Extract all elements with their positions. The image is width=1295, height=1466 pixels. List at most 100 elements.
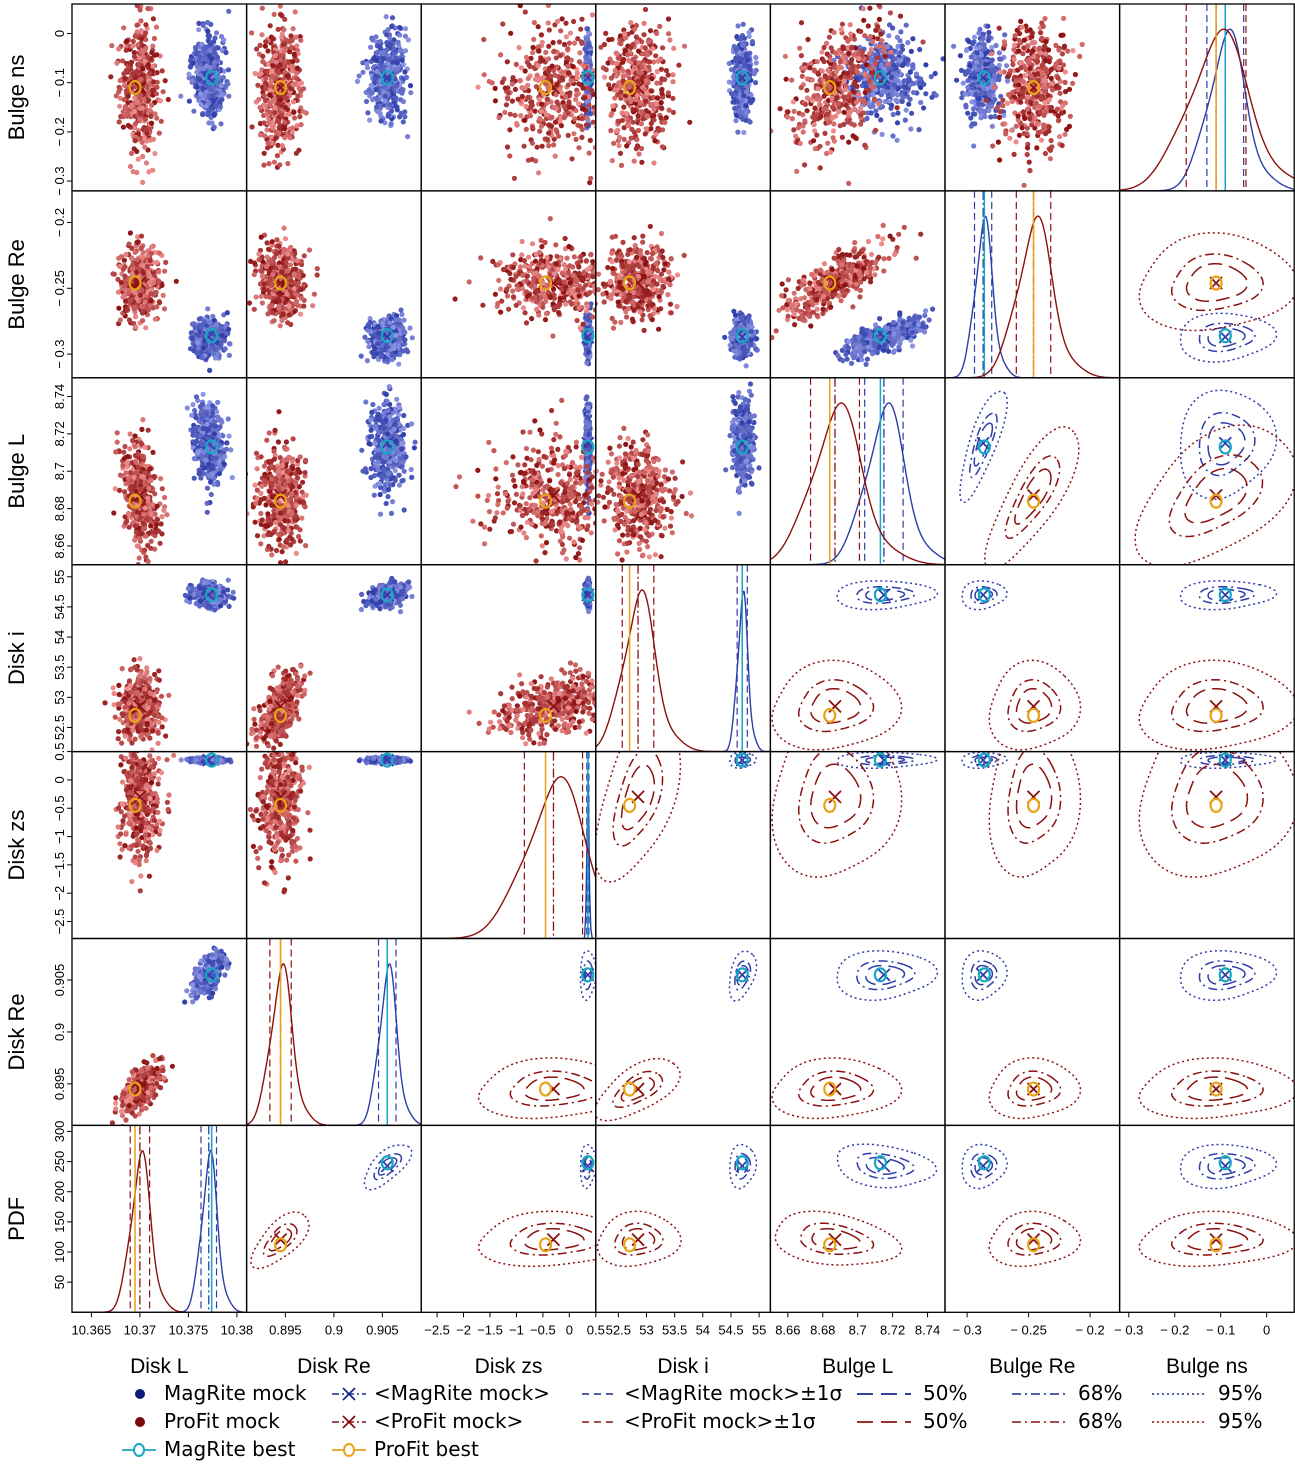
point-profit-mock [804,95,811,101]
point-profit-mock [131,50,137,56]
point-magrite-mock [396,24,403,31]
point-profit-mock [651,160,657,166]
point-profit-mock [1038,30,1044,36]
point-profit-mock [804,108,810,114]
point-profit-mock [854,69,860,75]
point-profit-mock [658,66,665,72]
point-profit-mock [160,89,166,95]
point-profit-mock [638,145,645,152]
point-magrite-mock [907,69,914,75]
point-profit-mock [1047,156,1053,162]
point-profit-mock [162,78,168,84]
point-profit-mock [1001,69,1007,75]
point-profit-mock [623,116,629,122]
point-profit-mock [579,116,585,122]
point-magrite-mock [903,107,909,113]
point-magrite-mock [196,27,202,33]
point-magrite-mock [889,86,895,92]
point-profit-mock [292,9,298,15]
point-profit-mock [666,107,672,113]
point-profit-mock [639,51,645,57]
point-profit-mock [285,160,291,167]
point-profit-mock [809,98,816,104]
point-profit-mock [536,48,542,54]
point-magrite-mock [187,64,193,70]
point-profit-mock [830,135,836,141]
point-profit-mock [584,115,590,121]
point-profit-mock [521,143,527,149]
point-magrite-mock [226,8,232,14]
point-profit-mock [515,96,521,102]
point-profit-mock [132,33,138,39]
point-magrite-mock [905,57,911,63]
point-profit-mock [559,90,565,96]
point-magrite-mock [221,68,227,74]
point-magrite-mock [214,54,220,60]
point-profit-mock [127,0,132,3]
point-profit-mock [808,61,814,67]
point-profit-mock [1021,45,1027,51]
point-profit-mock [597,115,602,120]
point-profit-mock [1026,159,1032,165]
point-profit-mock [262,98,269,104]
point-magrite-mock [191,108,197,114]
point-profit-mock [519,85,525,91]
point-profit-mock [1046,124,1052,130]
point-profit-mock [143,45,149,52]
point-magrite-mock [382,120,388,126]
point-profit-mock [548,73,554,79]
point-profit-mock [135,42,141,48]
point-profit-mock [659,105,665,111]
point-profit-mock [1062,100,1068,106]
point-profit-mock [605,16,610,21]
point-profit-mock [829,95,835,101]
point-profit-mock [295,51,301,57]
point-profit-mock [868,46,875,53]
point-profit-mock [641,20,647,26]
point-profit-mock [586,150,592,156]
point-magrite-mock [730,80,736,86]
point-profit-mock [1028,73,1034,79]
point-profit-mock [272,53,278,59]
point-magrite-mock [586,43,592,49]
point-profit-mock [619,110,625,116]
point-profit-mock [539,143,545,149]
panel-r0-c1 [249,4,414,170]
point-magrite-mock [954,77,960,83]
point-profit-mock [621,31,628,37]
point-profit-mock [608,98,613,103]
point-profit-mock [270,124,276,131]
point-profit-mock [265,120,271,126]
point-magrite-mock [974,50,980,56]
point-profit-mock [626,57,632,64]
point-profit-mock [838,26,844,33]
point-profit-mock [158,118,164,124]
point-profit-mock [676,62,682,68]
point-profit-mock [594,124,596,130]
point-profit-mock [276,125,282,131]
point-magrite-mock [211,39,217,45]
point-profit-mock [629,126,635,132]
point-profit-mock [855,51,861,57]
point-magrite-mock [368,82,374,88]
point-magrite-mock [192,44,199,51]
point-magrite-mock [972,121,978,127]
point-profit-mock [845,38,851,44]
point-profit-mock [630,107,637,113]
point-profit-mock [559,75,566,81]
point-profit-mock [1034,53,1041,60]
point-profit-mock [142,135,148,141]
point-profit-mock [856,91,862,97]
point-profit-mock [648,126,654,132]
point-profit-mock [584,85,590,91]
point-profit-mock [522,9,528,15]
point-profit-mock [830,128,837,134]
point-profit-mock [525,75,531,82]
point-profit-mock [525,82,531,88]
point-profit-mock [580,85,586,91]
point-magrite-mock [211,124,217,130]
point-profit-mock [826,120,832,126]
point-profit-mock [621,136,627,142]
point-magrite-mock [206,100,212,106]
